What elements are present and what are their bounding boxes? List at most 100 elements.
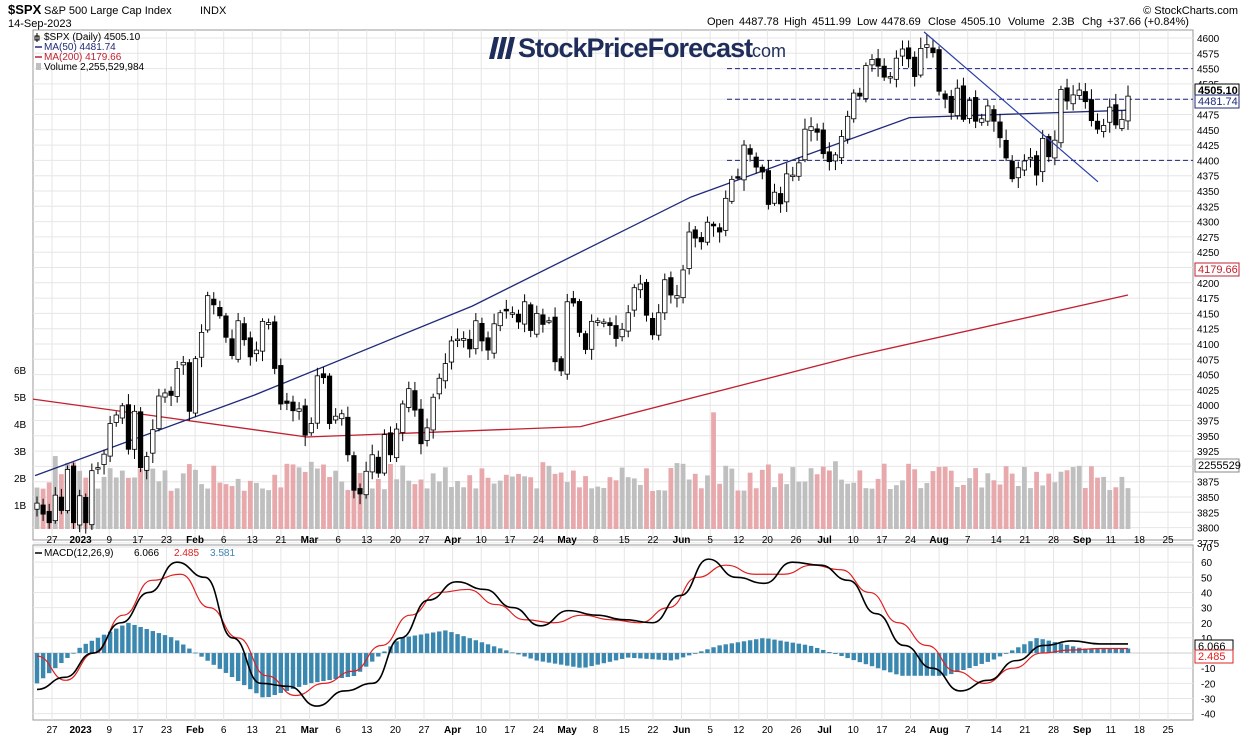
macd-hist-bar (1052, 642, 1058, 654)
macd-hist-bar (961, 653, 966, 671)
volume-bar (479, 468, 485, 529)
candle-body (607, 322, 613, 327)
macd-tick-label: 60 (1201, 558, 1213, 569)
macd-legend-hist: 3.581 (210, 548, 235, 559)
volume-bar (302, 471, 308, 529)
volume-bar (1058, 471, 1064, 529)
stripes-icon (489, 37, 515, 59)
macd-hist-bar (827, 651, 832, 654)
macd-hist-bar (89, 640, 95, 654)
price-tags: 4505.10 4481.74 4179.66 2255529 (1194, 83, 1241, 473)
volume-bar (772, 487, 777, 529)
volume-bar (430, 473, 436, 529)
volume-bar (314, 468, 320, 529)
candle-body (698, 237, 704, 243)
macd-hist-bar (686, 653, 692, 656)
volume-bar (1015, 485, 1021, 529)
volume-bar (388, 463, 393, 529)
candle-body (881, 65, 887, 78)
price-tick-label: 3850 (1197, 493, 1220, 504)
volume-bar (753, 488, 759, 529)
macd-hist-bar (199, 653, 204, 657)
price-x-tick-label: May (557, 535, 577, 546)
candle-body (930, 47, 936, 54)
candle-body (954, 87, 960, 117)
candle-body (430, 396, 436, 431)
volume-bar (778, 473, 783, 529)
volume-bar (979, 487, 985, 529)
candle-body (546, 320, 552, 323)
macd-x-tick-label: 22 (647, 725, 659, 736)
volume-bar (497, 480, 503, 529)
macd-tick-label: -40 (1201, 710, 1216, 721)
macd-hist-bar (680, 653, 686, 658)
candle-body (784, 173, 790, 203)
macd-hist-bar (1077, 647, 1082, 654)
macd-hist-bar (693, 653, 698, 654)
candle-body (710, 223, 717, 227)
macd-hist-bar (997, 653, 1003, 657)
candle-body (381, 434, 388, 474)
candle-body (77, 495, 83, 526)
volume-bar (698, 488, 704, 529)
macd-hist-bar (595, 653, 600, 665)
macd-x-tick-label: Mar (301, 725, 319, 736)
macd-hist-bar (930, 653, 936, 676)
volume-bar (741, 490, 747, 529)
macd-hist-bar (1028, 641, 1033, 654)
volume-bar (144, 465, 150, 529)
volume-bar (138, 468, 144, 529)
candle-body (1046, 136, 1052, 158)
volume-bar (449, 487, 454, 529)
volume-bar (790, 467, 796, 529)
macd-x-tick-label: May (557, 725, 577, 736)
volume-bar (784, 484, 790, 529)
chg-label: Chg (1082, 16, 1102, 28)
volume-bar (1082, 488, 1088, 529)
volume-bar (942, 466, 948, 529)
price-x-tick-label: 24 (533, 535, 545, 546)
macd-hist-bar (534, 653, 539, 661)
volume-bar (656, 490, 662, 529)
candle-body (826, 151, 832, 163)
macd-hist-bar (1119, 648, 1125, 654)
volume-bar (375, 478, 381, 529)
macd-legend-title: MACD(12,26,9) (44, 548, 113, 559)
candle-body (747, 148, 753, 155)
macd-tick-label: -10 (1201, 664, 1216, 675)
volume-bar (418, 479, 424, 529)
candle-body (467, 338, 473, 350)
macd-hist-bar (254, 653, 259, 694)
macd-hist-bar (242, 653, 247, 686)
signal-tag-text: 2.485 (1198, 651, 1226, 663)
candle-body (89, 470, 95, 526)
macd-hist-bar (181, 644, 186, 654)
macd-hist-bar (784, 641, 789, 654)
price-x-tick-label: 18 (1134, 535, 1146, 546)
candle-body (198, 331, 205, 358)
macd-hist-bar (400, 637, 405, 654)
macd-hist-bar (766, 638, 771, 654)
macd-hist-bar (790, 642, 795, 654)
price-tick-label: 4425 (1197, 141, 1220, 152)
macd-hist-bar (571, 653, 576, 667)
volume-bar (814, 474, 820, 529)
candle-body (150, 429, 156, 454)
volume-value: 2.3B (1052, 16, 1075, 28)
macd-hist-bar (370, 653, 375, 662)
volume-bar (290, 464, 296, 529)
macd-hist-bar (217, 653, 223, 669)
macd-hist-bar (114, 628, 119, 654)
macd-hist-bar (40, 653, 46, 679)
macd-hist-bar (1022, 644, 1027, 654)
price-tick-label: 4575 (1197, 49, 1220, 60)
candle-body (832, 154, 839, 162)
candle-body (192, 358, 199, 414)
macd-lines (36, 558, 1128, 707)
macd-hist-bar (1016, 647, 1021, 654)
macd-x-tick-label: 9 (106, 725, 112, 736)
candle-body (351, 455, 357, 491)
volume-bar (668, 468, 674, 529)
price-x-tick-label: 24 (905, 535, 917, 546)
macd-hist-bar (583, 653, 588, 668)
